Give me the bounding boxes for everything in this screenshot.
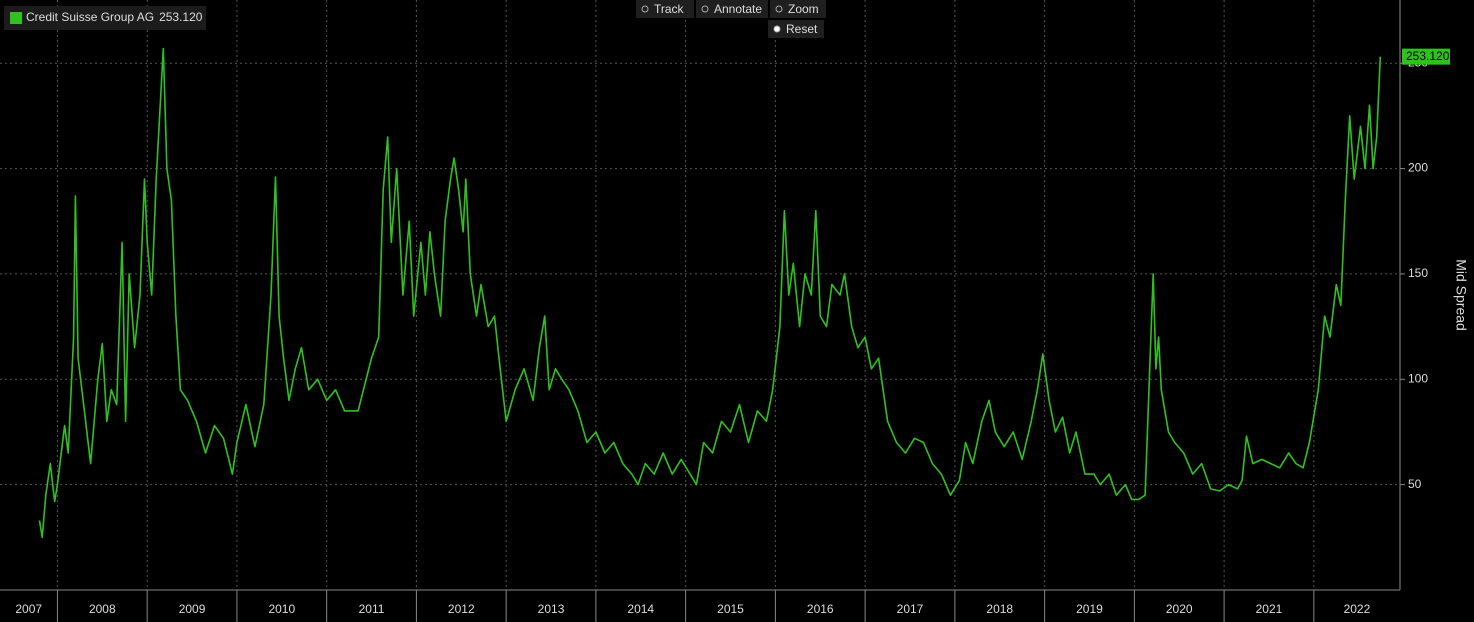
legend: Credit Suisse Group AG 253.120 bbox=[4, 6, 206, 30]
legend-box bbox=[4, 6, 206, 30]
last-value-tag-box bbox=[1402, 48, 1450, 65]
legend-value: 253.120 bbox=[159, 10, 203, 24]
legend-name: Credit Suisse Group AG bbox=[26, 10, 154, 24]
x-tick-label: 2019 bbox=[1076, 602, 1103, 616]
x-tick-label: 2018 bbox=[986, 602, 1013, 616]
x-tick-label: 2014 bbox=[627, 602, 654, 616]
y-tick-label: 50 bbox=[1408, 477, 1422, 491]
last-value-tag-label: 253.120 bbox=[1406, 49, 1450, 63]
x-tick-label: 2010 bbox=[268, 602, 295, 616]
toolbar-label[interactable]: Zoom bbox=[788, 2, 819, 16]
last-value-tag: 253.120 bbox=[1402, 48, 1450, 65]
toolbar-button[interactable]: Zoom bbox=[770, 0, 826, 18]
legend-label: Credit Suisse Group AG 253.120 bbox=[26, 10, 203, 24]
y-tick-label: 100 bbox=[1408, 371, 1428, 385]
x-tick-label: 2012 bbox=[448, 602, 475, 616]
toolbar-label[interactable]: Track bbox=[654, 2, 685, 16]
toolbar-button-bg bbox=[696, 0, 768, 18]
toolbar-button-bg bbox=[770, 0, 826, 18]
y-axis-label: Mid Spread bbox=[1453, 259, 1469, 331]
x-tick-label: 2013 bbox=[538, 602, 565, 616]
x-tick-label: 2007 bbox=[15, 602, 42, 616]
toolbar-icon bbox=[773, 25, 781, 33]
toolbar-label[interactable]: Reset bbox=[786, 22, 818, 36]
legend-swatch bbox=[10, 12, 22, 24]
toolbar-label[interactable]: Annotate bbox=[714, 2, 762, 16]
y-tick-label: 200 bbox=[1408, 161, 1428, 175]
toolbar-button[interactable]: Reset bbox=[768, 20, 824, 38]
toolbar-button[interactable]: Annotate bbox=[696, 0, 768, 18]
x-tick-label: 2015 bbox=[717, 602, 744, 616]
x-tick-label: 2009 bbox=[179, 602, 206, 616]
toolbar-button-bg bbox=[636, 0, 694, 18]
toolbar-icon bbox=[775, 5, 783, 13]
y-tick-label: 150 bbox=[1408, 266, 1428, 280]
toolbar-icon bbox=[701, 5, 709, 13]
toolbar-icon bbox=[641, 5, 649, 13]
x-tick-label: 2021 bbox=[1256, 602, 1283, 616]
x-tick-label: 2011 bbox=[359, 602, 385, 616]
toolbar-button[interactable]: Track bbox=[636, 0, 694, 18]
toolbar-button-bg bbox=[768, 20, 824, 38]
x-tick-label: 2022 bbox=[1344, 602, 1371, 616]
series-line bbox=[38, 47, 1382, 539]
x-tick-label: 2008 bbox=[89, 602, 116, 616]
x-tick-label: 2016 bbox=[807, 602, 834, 616]
x-tick-label: 2017 bbox=[897, 602, 924, 616]
x-tick-label: 2020 bbox=[1166, 602, 1193, 616]
